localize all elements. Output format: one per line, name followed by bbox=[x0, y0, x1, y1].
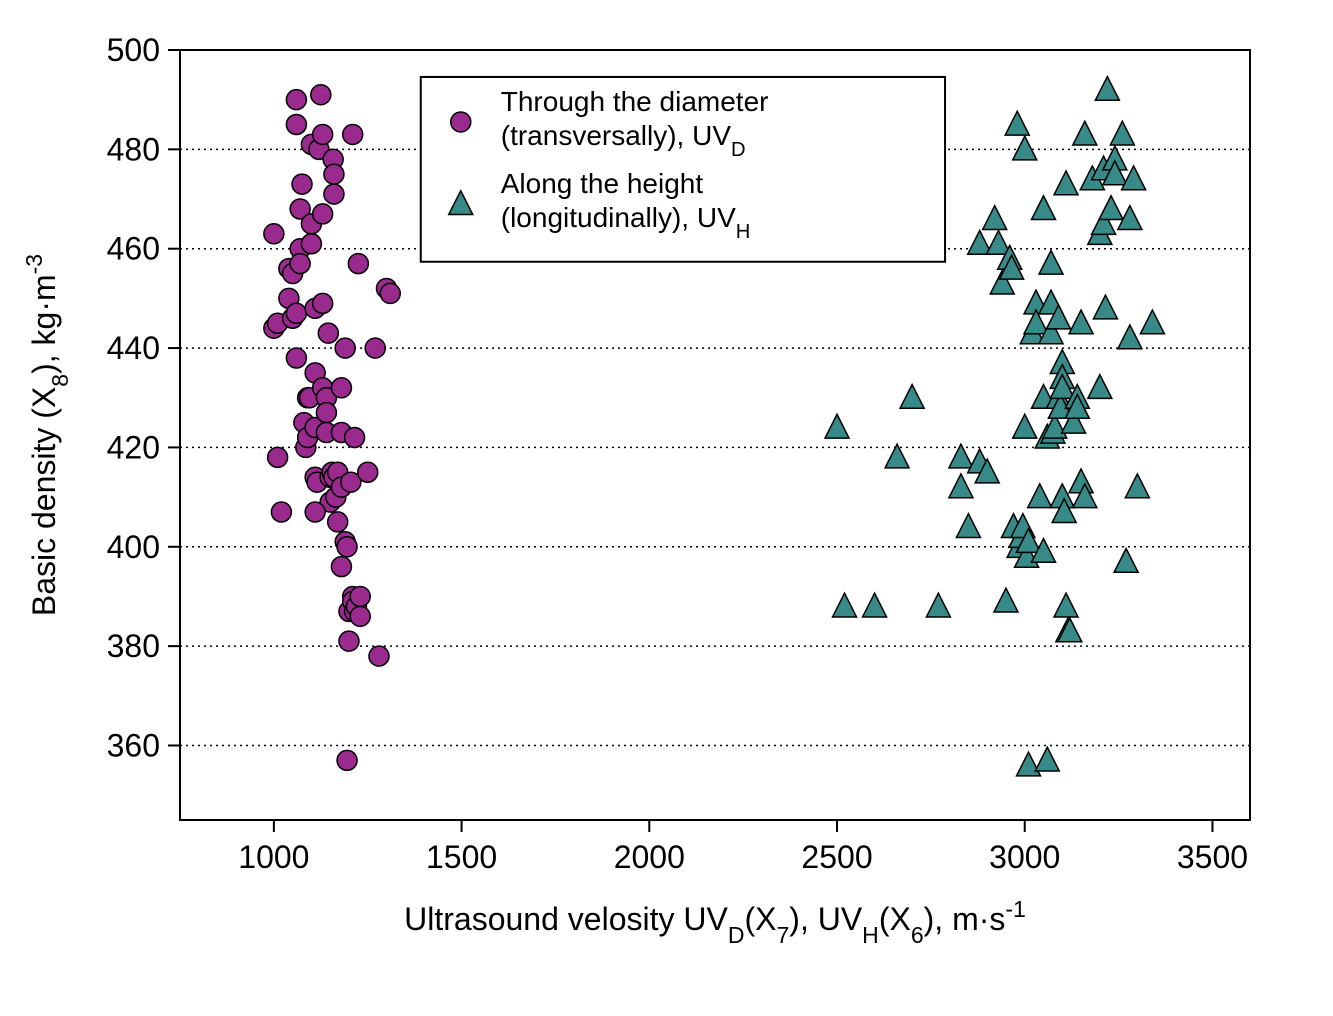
data-point-circle bbox=[365, 338, 385, 358]
data-point-circle bbox=[316, 403, 336, 423]
data-point-circle bbox=[358, 462, 378, 482]
data-point-circle bbox=[305, 502, 325, 522]
data-point-circle bbox=[313, 293, 333, 313]
data-point-circle bbox=[345, 427, 365, 447]
scatter-chart: 1000 1500 2000 2500 3000 3500 360 380 400 420 440 4… bbox=[0, 0, 1333, 1016]
data-point-circle bbox=[311, 85, 331, 105]
chart-container: 1000 1500 2000 2500 3000 3500 360 380 400 420 440 4… bbox=[0, 0, 1333, 1016]
data-point-circle bbox=[328, 512, 348, 532]
y-tick-label: 480 bbox=[107, 131, 160, 167]
data-point-circle bbox=[348, 254, 368, 274]
data-point-circle bbox=[324, 164, 344, 184]
x-tick-label: 2500 bbox=[801, 839, 872, 875]
data-point-circle bbox=[286, 90, 306, 110]
data-point-circle bbox=[369, 646, 389, 666]
data-point-circle bbox=[380, 283, 400, 303]
y-tick-label: 360 bbox=[107, 727, 160, 763]
data-point-circle bbox=[350, 606, 370, 626]
data-point-circle bbox=[343, 124, 363, 144]
data-point-circle bbox=[286, 348, 306, 368]
x-tick-label: 1500 bbox=[426, 839, 497, 875]
data-point-circle bbox=[324, 184, 344, 204]
x-tick-label: 2000 bbox=[614, 839, 685, 875]
data-point-circle bbox=[313, 204, 333, 224]
x-tick-label: 1000 bbox=[238, 839, 309, 875]
data-point-circle bbox=[331, 557, 351, 577]
data-point-circle bbox=[286, 115, 306, 135]
data-point-circle bbox=[331, 378, 351, 398]
data-point-circle bbox=[268, 447, 288, 467]
data-point-circle bbox=[335, 338, 355, 358]
data-point-circle bbox=[451, 112, 471, 132]
data-point-circle bbox=[318, 323, 338, 343]
legend-label: Along the height bbox=[501, 168, 704, 199]
data-point-circle bbox=[313, 124, 333, 144]
data-point-circle bbox=[337, 750, 357, 770]
data-point-circle bbox=[301, 234, 321, 254]
data-point-circle bbox=[290, 254, 310, 274]
legend-label: Through the diameter bbox=[501, 86, 769, 117]
data-point-circle bbox=[286, 303, 306, 323]
data-point-circle bbox=[337, 537, 357, 557]
y-tick-label: 420 bbox=[107, 429, 160, 465]
data-point-circle bbox=[271, 502, 291, 522]
y-tick-label: 380 bbox=[107, 628, 160, 664]
y-tick-label: 440 bbox=[107, 330, 160, 366]
data-point-circle bbox=[264, 224, 284, 244]
data-point-circle bbox=[339, 631, 359, 651]
data-point-circle bbox=[350, 586, 370, 606]
x-tick-label: 3500 bbox=[1177, 839, 1248, 875]
y-tick-label: 460 bbox=[107, 231, 160, 267]
y-tick-label: 400 bbox=[107, 529, 160, 565]
data-point-circle bbox=[292, 174, 312, 194]
y-tick-label: 500 bbox=[107, 32, 160, 68]
x-tick-label: 3000 bbox=[989, 839, 1060, 875]
